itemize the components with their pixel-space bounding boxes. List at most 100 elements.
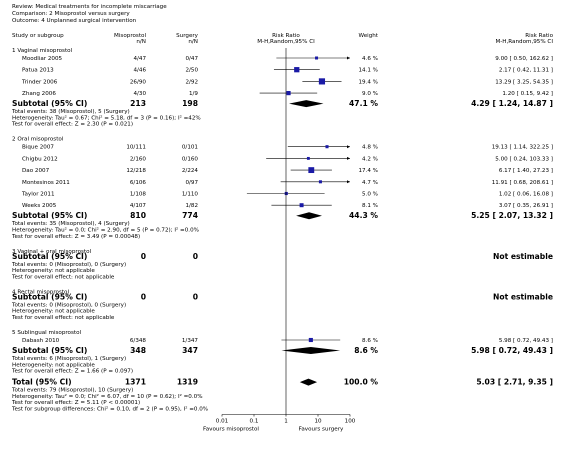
point-estimate (306, 156, 310, 160)
tick-label: 0.01 (216, 419, 229, 425)
study-exp: 10/111 (126, 145, 146, 151)
study-rr: 6.17 [ 1.40, 27.23 ] (499, 168, 553, 174)
point-estimate (299, 203, 304, 208)
study-rr: 19.13 [ 1.14, 322.25 ] (492, 145, 553, 151)
subtotal-weight: 44.3 % (349, 211, 378, 220)
favours-right: Favours surgery (299, 427, 344, 433)
study-rr: 3.07 [ 0.35, 26.91 ] (499, 203, 553, 209)
note: Total events: 0 (Misoprostol), 0 (Surger… (11, 262, 126, 268)
study-name: Trinder 2006 (21, 79, 58, 85)
review: Review: Medical treatments for incomplet… (12, 4, 167, 10)
col-plot-sub: M-H,Random,95% CI (257, 39, 315, 45)
study-exp: 12/218 (126, 168, 146, 174)
study-ctrl: 2/50 (185, 68, 198, 74)
subtotal-ctrl: 347 (182, 346, 198, 355)
study-ctrl: 1/347 (182, 338, 199, 344)
outcome: Outcome: 4 Unplanned surgical interventi… (12, 18, 137, 24)
note: Total events: 6 (Misoprostol), 1 (Surger… (11, 356, 126, 362)
study-exp: 1/108 (130, 192, 147, 198)
note: Total events: 35 (Misoprostol), 4 (Surge… (11, 221, 130, 227)
col-ctrl-sub: n/N (188, 39, 198, 45)
favours-left: Favours misoprostol (203, 427, 259, 433)
study-name: Weeks 2005 (22, 203, 57, 209)
group-title: 4 Rectal misoprostol (12, 289, 69, 295)
diamond (299, 378, 318, 386)
subtotal-exp: 0 (141, 252, 146, 261)
study-name: Moodliar 2005 (22, 56, 63, 62)
study-rr: 2.17 [ 0.42, 11.31 ] (499, 68, 553, 74)
tick-label: 10 (314, 419, 322, 425)
study-rr: 5.98 [ 0.72, 49.43 ] (499, 338, 553, 344)
study-exp: 6/106 (130, 180, 147, 186)
total-ctrl: 1319 (177, 378, 198, 387)
group-title: 3 Vaginal + oral misoprostol (12, 249, 92, 255)
study-ctrl: 2/92 (185, 79, 198, 85)
point-estimate (294, 67, 300, 73)
study-weight: 19.4 % (358, 79, 378, 85)
study-exp: 4/107 (130, 203, 147, 209)
study-exp: 2/160 (130, 156, 147, 162)
subtotal-rr: 4.29 [ 1.24, 14.87 ] (471, 99, 553, 108)
study-weight: 5.0 % (362, 192, 378, 198)
note: Heterogeneity: Tau² = 0.0; Chi² = 2.90, … (12, 227, 199, 234)
study-rr: 1.20 [ 0.15, 9.42 ] (502, 91, 553, 97)
study-weight: 17.4 % (358, 168, 378, 174)
study-rr: 11.91 [ 0.68, 208.61 ] (492, 180, 553, 186)
point-estimate (318, 78, 326, 85)
study-ctrl: 0/101 (182, 145, 199, 151)
subtotal-label: Subtotal (95% CI) (12, 346, 87, 355)
ci-arrow (347, 180, 350, 184)
subtotal-weight: 47.1 % (349, 99, 378, 108)
point-estimate (325, 145, 329, 149)
col-study: Study or subgroup (12, 33, 64, 39)
study-name: Bique 2007 (22, 145, 54, 151)
study-ctrl: 0/47 (185, 56, 198, 62)
study-rr: 1.02 [ 0.06, 16.08 ] (499, 192, 553, 198)
study-name: Zhang 2006 (22, 91, 56, 97)
subtotal-exp: 213 (130, 99, 146, 108)
study-weight: 4.2 % (362, 156, 378, 162)
tick-label: 0.1 (250, 419, 259, 425)
subtotal-exp: 348 (130, 346, 146, 355)
group-title: 1 Vaginal misoprostol (12, 48, 73, 54)
study-rr: 5.00 [ 0.24, 103.33 ] (495, 156, 553, 162)
note: Test for overall effect: Z = 1.66 (P = 0… (11, 369, 133, 375)
point-estimate (315, 56, 319, 60)
group-title: 2 Oral misoprostol (12, 137, 64, 143)
study-weight: 4.7 % (362, 180, 378, 186)
study-name: Taylor 2011 (21, 192, 55, 198)
point-estimate (318, 180, 322, 184)
study-name: Chigbu 2012 (22, 156, 58, 162)
study-weight: 14.1 % (358, 68, 378, 74)
subtotal-label: Subtotal (95% CI) (12, 252, 87, 261)
study-weight: 9.0 % (362, 91, 378, 97)
subtotal-ctrl: 774 (182, 211, 198, 220)
note: Heterogeneity: not applicable (12, 268, 95, 274)
total-label: Total (95% CI) (12, 378, 72, 387)
note: Test for overall effect: Z = 5.11 (P < 0… (11, 400, 140, 406)
point-estimate (308, 167, 315, 174)
study-exp: 6/348 (130, 338, 147, 344)
subtotal-ctrl: 0 (193, 292, 198, 301)
note: Heterogeneity: not applicable (12, 309, 95, 315)
col-exp-sub: n/N (136, 39, 146, 45)
subtotal-ctrl: 0 (193, 252, 198, 261)
note: Heterogeneity: Tau² = 0.67; Chi² = 5.18,… (12, 114, 201, 121)
study-exp: 4/30 (133, 91, 146, 97)
study-rr: 13.29 [ 3.25, 54.35 ] (495, 79, 553, 85)
note: Total events: 38 (Misoprostol), 5 (Surge… (11, 109, 130, 115)
study-name: Montesinos 2011 (22, 180, 70, 186)
note: Test for overall effect: Z = 3.49 (P = 0… (11, 234, 140, 240)
ci-arrow (347, 156, 350, 160)
subtotal-ctrl: 198 (182, 99, 198, 108)
study-exp: 4/46 (133, 68, 146, 74)
col-ctrl: Surgery (176, 33, 199, 39)
note: Test for overall effect: not applicable (11, 274, 115, 280)
study-weight: 4.6 % (362, 56, 378, 62)
note: Test for subgroup differences: Chi² = 0.… (11, 406, 208, 413)
point-estimate (308, 337, 313, 343)
col-weight: Weight (359, 33, 379, 39)
total-weight: 100.0 % (344, 378, 379, 387)
ci-arrow (347, 145, 350, 149)
